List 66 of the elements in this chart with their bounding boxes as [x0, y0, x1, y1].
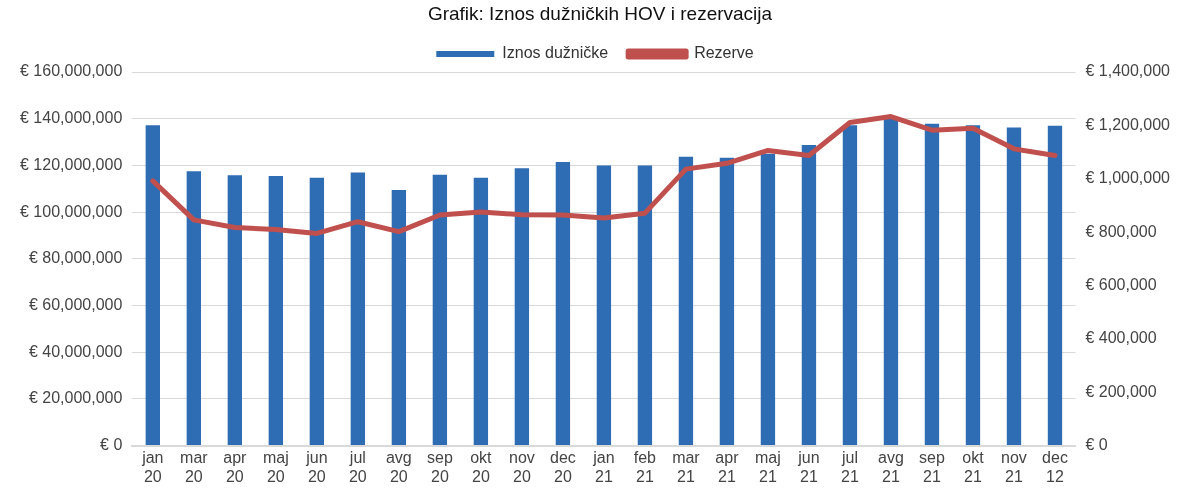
bar [596, 165, 612, 446]
y2-tick-label: € 400,000 [1085, 329, 1157, 347]
x-tick-label: jan 20 [141, 448, 164, 485]
bar [637, 165, 653, 446]
bar [719, 157, 735, 446]
bar [760, 153, 776, 446]
x-tick-label: maj 21 [755, 448, 781, 485]
bar [924, 123, 940, 446]
x-tick-label: dec 20 [549, 448, 576, 485]
y2-tick-label: € 0 [1085, 436, 1108, 454]
bar [145, 125, 160, 446]
y-tick-label: € 100,000,000 [19, 202, 123, 220]
bar [391, 189, 407, 446]
bar [350, 172, 366, 446]
x-tick-label: apr 20 [223, 448, 248, 485]
bar [227, 175, 243, 446]
x-tick-label: jul 20 [348, 448, 367, 485]
y-tick-label: € 140,000,000 [19, 109, 123, 127]
bar [842, 125, 858, 446]
bar [1047, 125, 1063, 446]
x-tick-label: sep 20 [426, 448, 453, 485]
legend-label: Iznos dužničke [502, 44, 609, 62]
y-tick-label: € 160,000,000 [19, 62, 123, 80]
y-tick-label: € 20,000,000 [28, 389, 123, 407]
y2-tick-label: € 200,000 [1085, 382, 1157, 400]
x-tick-label: sep 21 [919, 448, 945, 485]
y-tick-label: € 0 [100, 436, 123, 454]
bar [883, 116, 899, 446]
x-tick-label: dec 12 [1042, 448, 1068, 485]
bar [432, 174, 448, 446]
bar [186, 171, 202, 446]
x-tick-label: avg 20 [385, 448, 412, 485]
x-tick-label: okt 20 [470, 448, 493, 485]
bar [801, 145, 817, 446]
y-tick-label: € 60,000,000 [28, 295, 123, 313]
x-tick-label: jul 21 [840, 448, 859, 485]
bar [514, 168, 530, 446]
y2-tick-label: € 1,400,000 [1085, 62, 1171, 80]
bar [268, 175, 284, 446]
y2-tick-label: € 600,000 [1085, 275, 1157, 293]
x-tick-label: apr 21 [715, 448, 740, 485]
x-tick-label: nov 21 [1001, 448, 1027, 485]
x-tick-label: mar 21 [672, 448, 701, 485]
y2-tick-label: € 1,000,000 [1085, 169, 1171, 187]
legend-label: Rezerve [694, 44, 754, 62]
bar [473, 177, 489, 446]
y2-tick-label: € 800,000 [1085, 222, 1157, 240]
y-tick-label: € 80,000,000 [28, 249, 123, 267]
bar [965, 125, 981, 446]
bar [678, 156, 694, 446]
x-tick-label: okt 21 [962, 448, 985, 485]
x-tick-label: jun 21 [797, 448, 820, 485]
bar [555, 161, 571, 446]
x-tick-label: jan 21 [592, 448, 615, 485]
y-tick-label: € 40,000,000 [28, 342, 123, 360]
chart-title: Grafik: Iznos dužničkih HOV i rezervacija [426, 2, 774, 26]
bar [309, 177, 325, 446]
x-tick-label: mar 20 [180, 448, 209, 485]
x-tick-label: jun 20 [305, 448, 328, 485]
x-tick-label: nov 20 [508, 448, 535, 485]
y2-tick-label: € 1,200,000 [1085, 115, 1171, 133]
x-tick-label: avg 21 [878, 448, 904, 485]
y-tick-label: € 120,000,000 [19, 155, 123, 173]
x-tick-label: feb 21 [633, 448, 657, 485]
bar [1006, 127, 1022, 446]
x-tick-label: maj 20 [262, 448, 289, 485]
